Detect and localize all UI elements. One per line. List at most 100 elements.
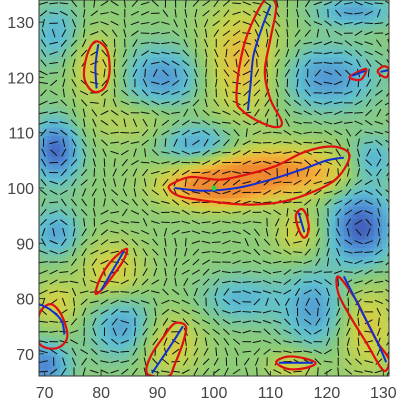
heatmap-cell (68, 367, 74, 373)
heatmap-cell (98, 342, 104, 348)
heatmap-cell (64, 272, 70, 278)
heatmap-cell (94, 19, 99, 25)
heatmap-cell (123, 64, 129, 70)
heatmap-cell (195, 168, 201, 174)
heatmap-cell (250, 102, 256, 108)
heatmap-cell (39, 147, 44, 153)
heatmap-cell (85, 77, 91, 83)
heatmap-cell (77, 147, 82, 153)
heatmap-cell (115, 351, 121, 356)
heatmap-cell (149, 2, 154, 8)
heatmap-cell (89, 280, 95, 286)
heatmap-cell (157, 330, 163, 336)
heatmap-cell (64, 135, 70, 141)
heatmap-cell (157, 139, 163, 145)
heatmap-cell (161, 56, 167, 62)
heatmap-cell (39, 98, 44, 103)
heatmap-cell (51, 185, 57, 190)
heatmap-cell (170, 98, 176, 103)
heatmap-cell (149, 15, 154, 20)
heatmap-cell (174, 235, 180, 240)
heatmap-cell (60, 35, 66, 41)
heatmap-cell (81, 197, 87, 203)
heatmap-cell (106, 205, 112, 211)
heatmap-cell (250, 31, 256, 37)
heatmap-cell (110, 2, 116, 8)
heatmap-cell (178, 164, 184, 170)
heatmap-cell (254, 94, 260, 99)
heatmap-cell (242, 35, 248, 41)
heatmap-cell (246, 181, 252, 186)
heatmap-cell (229, 127, 235, 132)
heatmap-cell (127, 342, 133, 348)
heatmap-cell (64, 131, 70, 137)
heatmap-cell (94, 201, 99, 207)
heatmap-cell (102, 297, 108, 302)
heatmap-cell (144, 305, 150, 311)
heatmap-cell (225, 6, 231, 12)
heatmap-cell (98, 73, 104, 79)
heatmap-cell (229, 69, 235, 74)
heatmap-cell (170, 363, 176, 369)
heatmap-cell (254, 0, 260, 4)
heatmap-cell (233, 293, 239, 298)
heatmap-cell (51, 15, 57, 20)
heatmap-cell (174, 218, 180, 224)
heatmap-cell (161, 293, 167, 298)
heatmap-cell (208, 114, 214, 120)
heatmap-cell (119, 40, 125, 45)
heatmap-cell (115, 205, 121, 211)
heatmap-cell (89, 15, 95, 20)
heatmap-cell (263, 139, 269, 145)
heatmap-cell (174, 56, 180, 62)
heatmap-cell (191, 268, 197, 273)
heatmap-cell (182, 230, 188, 236)
heatmap-cell (127, 152, 133, 157)
heatmap-cell (250, 197, 256, 203)
heatmap-cell (204, 98, 209, 103)
heatmap-cell (216, 301, 222, 307)
heatmap-cell (221, 106, 226, 112)
heatmap-cell (267, 73, 273, 79)
heatmap-cell (149, 363, 154, 369)
heatmap-cell (77, 176, 82, 182)
heatmap-cell (157, 147, 163, 153)
heatmap-cell (81, 272, 87, 278)
heatmap-cell (250, 15, 256, 20)
heatmap-cell (51, 2, 57, 8)
heatmap-cell (182, 127, 188, 132)
heatmap-cell (127, 160, 133, 166)
heatmap-cell (64, 60, 70, 66)
heatmap-cell (246, 77, 252, 83)
heatmap-cell (153, 168, 159, 174)
heatmap-cell (161, 123, 167, 128)
heatmap-cell (229, 371, 235, 376)
heatmap-cell (51, 64, 57, 70)
heatmap-cell (51, 131, 57, 137)
heatmap-cell (68, 168, 74, 174)
heatmap-cell (199, 60, 205, 66)
heatmap-cell (132, 56, 137, 62)
heatmap-cell (149, 230, 154, 236)
heatmap-cell (242, 235, 248, 240)
heatmap-cell (242, 326, 248, 331)
heatmap-cell (182, 305, 188, 311)
heatmap-cell (166, 334, 171, 340)
heatmap-cell (127, 330, 133, 336)
heatmap-cell (254, 189, 260, 195)
heatmap-cell (259, 313, 264, 319)
heatmap-cell (178, 284, 184, 290)
heatmap-cell (106, 301, 112, 307)
heatmap-cell (225, 23, 231, 29)
heatmap-cell (204, 156, 209, 161)
heatmap-cell (242, 6, 248, 12)
heatmap-cell (204, 334, 209, 340)
heatmap-cell (250, 218, 256, 224)
heatmap-cell (39, 197, 44, 203)
heatmap-cell (72, 371, 78, 376)
heatmap-cell (140, 60, 146, 66)
heatmap-cell (106, 351, 112, 356)
heatmap-cell (81, 189, 87, 195)
heatmap-cell (132, 19, 137, 25)
heatmap-cell (72, 189, 78, 195)
